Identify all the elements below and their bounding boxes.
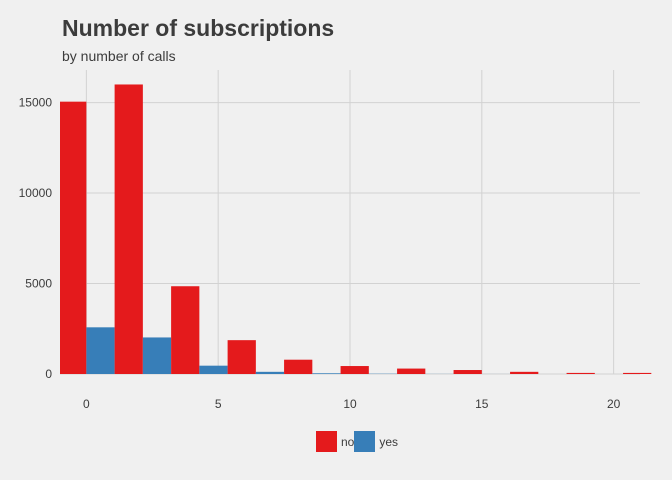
bar-no-5 bbox=[340, 366, 369, 374]
bar-no-10 bbox=[623, 372, 652, 374]
y-tick-label: 15000 bbox=[19, 96, 53, 110]
y-tick-label: 10000 bbox=[19, 186, 53, 200]
bar-no-7 bbox=[453, 370, 482, 374]
chart-title: Number of subscriptions bbox=[62, 15, 335, 41]
legend-swatch-yes bbox=[354, 431, 376, 452]
y-tick-label: 0 bbox=[45, 367, 52, 381]
legend-item-no: no bbox=[316, 431, 354, 452]
grid-layer bbox=[60, 70, 640, 375]
legend-swatch-no bbox=[316, 431, 337, 452]
y-tick-label: 5000 bbox=[25, 277, 52, 291]
legend-label-no: no bbox=[341, 434, 355, 449]
bar-no-8 bbox=[510, 371, 539, 374]
chart-subtitle: by number of calls bbox=[62, 48, 176, 64]
bar-yes-3 bbox=[255, 371, 285, 374]
tick-layer: 0 5000 10000 15000 0 5 10 15 20 bbox=[19, 96, 621, 411]
bar-no-0 bbox=[60, 101, 87, 375]
x-tick-label: 5 bbox=[215, 397, 222, 411]
bar-yes-4 bbox=[312, 373, 341, 374]
bar-no-3 bbox=[227, 340, 256, 374]
legend-label-yes: yes bbox=[379, 434, 399, 449]
bar-no-2 bbox=[171, 286, 200, 374]
bar-no-4 bbox=[284, 359, 313, 374]
bar-layer bbox=[60, 84, 652, 375]
legend-item-yes: yes bbox=[354, 431, 398, 452]
x-tick-label: 15 bbox=[475, 397, 489, 411]
bar-no-9 bbox=[566, 372, 595, 374]
x-tick-label: 20 bbox=[607, 397, 621, 411]
x-tick-label: 10 bbox=[343, 397, 357, 411]
bar-yes-0 bbox=[86, 327, 115, 374]
bar-no-6 bbox=[397, 368, 426, 374]
bar-yes-1 bbox=[142, 337, 172, 374]
bar-no-1 bbox=[114, 84, 143, 374]
bar-yes-2 bbox=[199, 365, 228, 374]
legend: no yes bbox=[316, 431, 398, 452]
x-tick-label: 0 bbox=[83, 397, 90, 411]
